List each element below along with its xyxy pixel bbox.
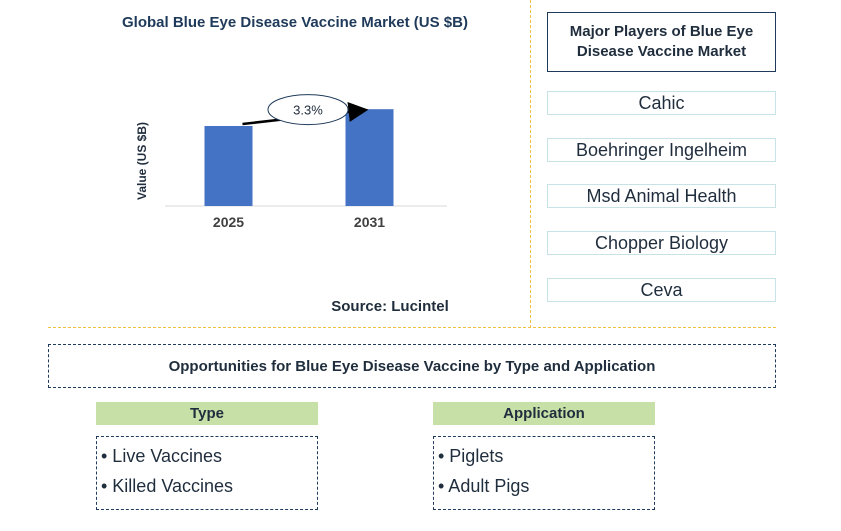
player-item: Boehringer Ingelheim: [547, 138, 776, 162]
application-item: • Piglets: [438, 446, 504, 466]
opportunities-title: Opportunities for Blue Eye Disease Vacci…: [48, 344, 776, 388]
player-item: Cahic: [547, 91, 776, 115]
bar-chart: 2025 2031 Value (US $B) 3.3%: [135, 94, 447, 230]
type-item: • Killed Vaccines: [101, 476, 234, 496]
cagr-ellipse: [267, 94, 349, 126]
bar: [345, 109, 394, 206]
players-title: Major Players of Blue Eye Disease Vaccin…: [547, 12, 776, 72]
x-tick-label: 2031: [354, 214, 385, 230]
type-header: Type: [96, 402, 318, 425]
type-list: • Live Vaccines • Killed Vaccines: [96, 436, 318, 510]
source-label: Source: Lucintel: [331, 298, 449, 315]
application-item: • Adult Pigs: [438, 476, 530, 496]
type-item: • Live Vaccines: [101, 446, 223, 466]
horizontal-divider: [48, 327, 776, 328]
x-tick-label: 2025: [213, 214, 244, 230]
player-item: Chopper Biology: [547, 231, 776, 255]
cagr-label: 3.3%: [293, 103, 323, 118]
player-item: Ceva: [547, 278, 776, 302]
player-item: Msd Animal Health: [547, 184, 776, 208]
vertical-divider: [530, 0, 531, 328]
y-axis-label: Value (US $B): [135, 122, 149, 200]
application-list: • Piglets • Adult Pigs: [433, 436, 655, 510]
application-header: Application: [433, 402, 655, 425]
bar: [204, 126, 253, 206]
chart-title: Global Blue Eye Disease Vaccine Market (…: [122, 14, 468, 31]
